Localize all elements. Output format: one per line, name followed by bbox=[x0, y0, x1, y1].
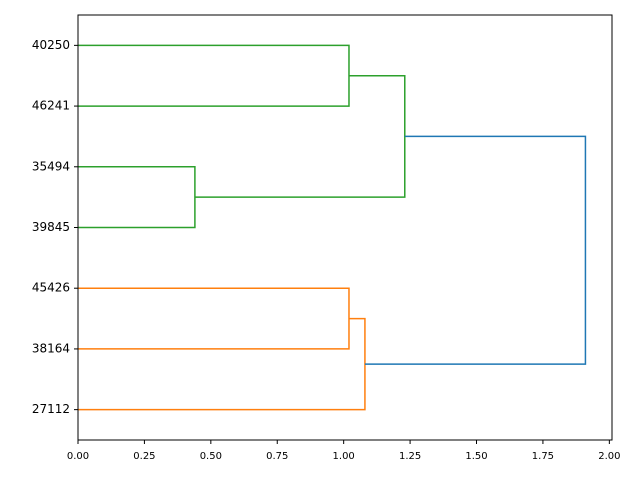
link bbox=[194, 74, 406, 198]
leaf-label: 38164 bbox=[32, 341, 70, 355]
x-tick-label: 1.00 bbox=[333, 451, 355, 462]
plot-frame bbox=[77, 14, 613, 441]
x-tick-label: 0.75 bbox=[266, 451, 288, 462]
leaf-label: 46241 bbox=[32, 99, 70, 113]
x-tick-label: 2.00 bbox=[598, 451, 620, 462]
x-tick-label: 0.50 bbox=[200, 451, 222, 462]
leaf-label: 27112 bbox=[32, 402, 70, 416]
x-tick-label: 1.75 bbox=[532, 451, 554, 462]
leaf-label: 35494 bbox=[32, 159, 70, 173]
x-tick-label: 0.00 bbox=[67, 451, 89, 462]
link bbox=[78, 44, 350, 107]
leaf-label: 40250 bbox=[32, 38, 70, 52]
leaf-label: 39845 bbox=[32, 220, 70, 234]
link bbox=[78, 287, 350, 350]
link bbox=[364, 135, 587, 365]
x-tick-label: 1.25 bbox=[399, 451, 421, 462]
x-tick-label: 1.50 bbox=[465, 451, 487, 462]
link bbox=[78, 317, 366, 411]
link bbox=[78, 166, 196, 229]
x-tick-label: 0.25 bbox=[133, 451, 155, 462]
leaf-label: 45426 bbox=[32, 281, 70, 295]
